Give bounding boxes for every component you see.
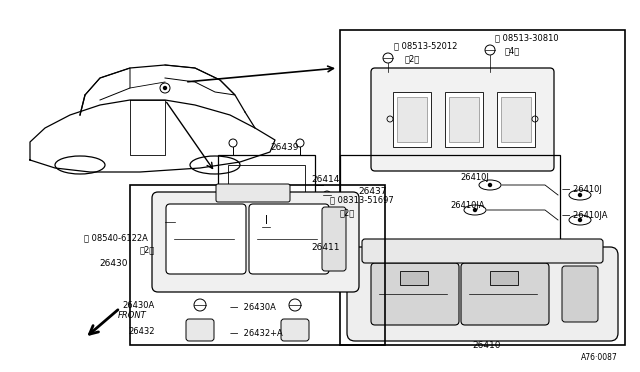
Circle shape [579,193,582,196]
Text: 26430A: 26430A [123,301,155,311]
Text: （4）: （4） [505,46,520,55]
Bar [218,155,315,215]
FancyBboxPatch shape [166,204,246,274]
Text: Ⓢ 08513-52012: Ⓢ 08513-52012 [394,42,458,51]
FancyBboxPatch shape [562,266,598,322]
FancyBboxPatch shape [362,239,603,263]
Bar [449,97,479,142]
FancyBboxPatch shape [461,263,549,325]
Bar [397,97,427,142]
FancyBboxPatch shape [281,319,309,341]
Text: 26410: 26410 [473,340,501,350]
Text: 26410JA: 26410JA [450,202,484,211]
Bar [497,92,535,147]
Text: 26414: 26414 [312,176,340,185]
Text: 26432: 26432 [129,327,155,337]
Circle shape [163,87,166,90]
Text: FRONT: FRONT [118,311,147,320]
Text: Ⓢ 08540-6122A: Ⓢ 08540-6122A [84,234,148,243]
FancyBboxPatch shape [186,319,214,341]
FancyBboxPatch shape [322,207,346,271]
Text: —  26430A: — 26430A [230,304,276,312]
FancyBboxPatch shape [371,68,554,171]
Text: — 26410J: — 26410J [562,186,602,195]
Text: 26437: 26437 [358,187,387,196]
Bar [340,30,625,345]
Text: 26439: 26439 [270,144,298,153]
Bar [400,271,428,285]
Text: — 26410JA: — 26410JA [562,211,607,219]
Bar [130,185,385,345]
FancyBboxPatch shape [371,263,459,325]
Text: Ⓢ 08313-51697: Ⓢ 08313-51697 [330,196,394,205]
Bar [340,155,560,280]
Bar [490,271,518,285]
Text: Ⓢ 08513-30810: Ⓢ 08513-30810 [495,33,559,42]
FancyBboxPatch shape [216,184,290,202]
Bar [228,165,305,205]
Text: （2）: （2） [405,55,420,64]
FancyBboxPatch shape [347,247,618,341]
Text: （2）: （2） [140,246,155,254]
Text: —  26432+A: — 26432+A [230,328,283,337]
Text: 26411: 26411 [312,244,340,253]
Bar [501,97,531,142]
Circle shape [488,183,492,186]
Text: （2）: （2） [340,208,355,218]
Bar [393,92,431,147]
Text: A76·0087: A76·0087 [581,353,618,362]
Text: 26410J: 26410J [460,173,489,183]
FancyBboxPatch shape [249,204,329,274]
Circle shape [474,208,477,212]
Text: 26430: 26430 [99,259,128,267]
Circle shape [579,218,582,221]
FancyBboxPatch shape [152,192,359,292]
Bar [445,92,483,147]
